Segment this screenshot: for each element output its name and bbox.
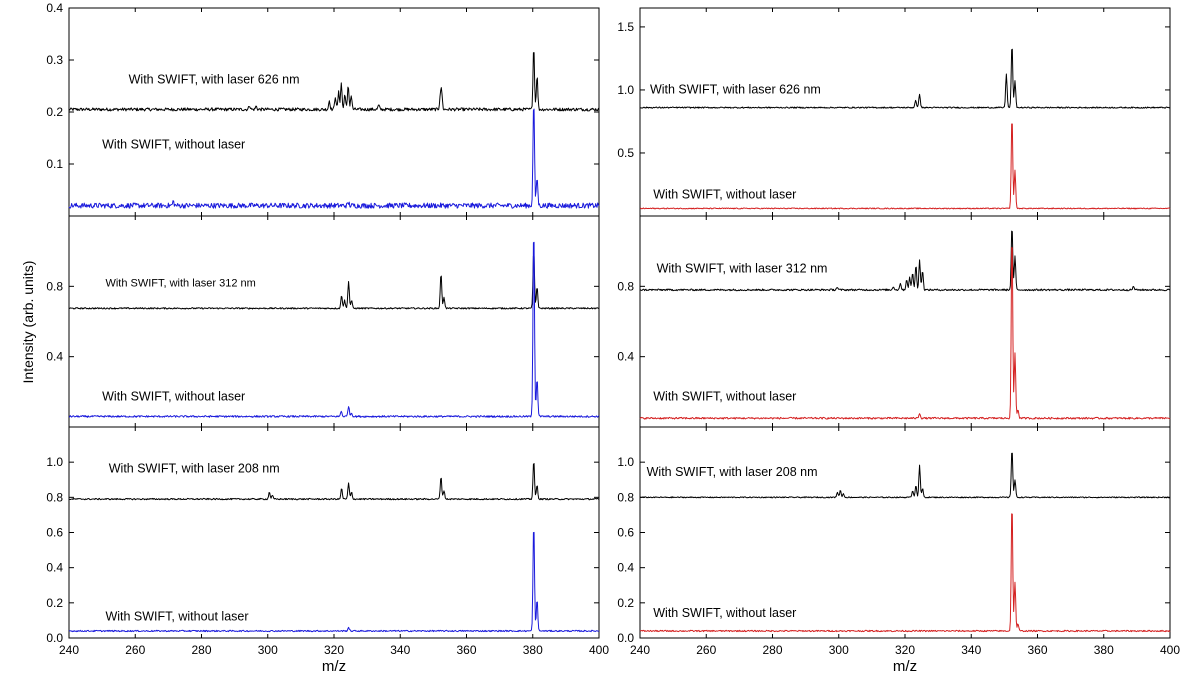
y-tick-label: 1.0: [617, 455, 634, 469]
x-tick-label: 380: [523, 643, 543, 657]
x-tick-label: 240: [59, 643, 79, 657]
x-tick-label: 340: [390, 643, 410, 657]
panel-R1: 0.5 1.0 1.5 With SWIFT, with laser 626 nm Wi…: [617, 7, 1171, 217]
panel-frame: [68, 426, 600, 639]
panel-L1: 0.1 0.2 0.3 0.4 With SWIFT, with laser 626 n…: [46, 1, 600, 217]
y-tick-label: 1.0: [46, 455, 63, 469]
series-annotation: With SWIFT, with laser 626 nm: [650, 83, 821, 97]
x-axis-title-left: m/z: [322, 658, 346, 675]
panel-L3: 0.0 0.2 0.4 0.6 0.8 1.0 With SWIFT, with laser…: [46, 426, 609, 657]
x-tick-label: 360: [456, 643, 476, 657]
spectrum-trace-without-laser: [68, 108, 600, 209]
y-tick-label: 0.8: [617, 279, 634, 293]
spectrum-trace-with-laser: [639, 230, 1171, 292]
x-tick-label: 280: [191, 643, 211, 657]
y-tick-label: 0.2: [617, 596, 634, 610]
y-tick-label: 0.4: [46, 1, 63, 15]
series-annotation: With SWIFT, with laser 312 nm: [657, 261, 828, 275]
panel-L2: 0.4 0.8 With SWIFT, with laser 312 nm With …: [46, 215, 600, 428]
series-annotation: With SWIFT, without laser: [653, 390, 796, 404]
y-tick-label: 0.3: [46, 53, 63, 67]
x-tick-label: 300: [829, 643, 849, 657]
y-tick-label: 0.4: [617, 561, 634, 575]
series-annotation: With SWIFT, without laser: [102, 137, 245, 151]
y-tick-label: 0.5: [617, 146, 634, 160]
x-axis-title-right: m/z: [893, 658, 917, 675]
series-annotation: With SWIFT, with laser 208 nm: [647, 465, 818, 479]
series-annotation: With SWIFT, without laser: [102, 390, 245, 404]
panel-R3: 0.0 0.2 0.4 0.6 0.8 1.0 With SWIFT, with laser…: [617, 426, 1180, 657]
spectrum-trace-without-laser: [639, 123, 1171, 210]
series-annotation: With SWIFT, without laser: [105, 609, 248, 623]
x-tick-label: 240: [630, 643, 650, 657]
y-tick-label: 0.2: [46, 105, 63, 119]
spectrum-trace-without-laser: [68, 531, 600, 633]
x-tick-label: 300: [258, 643, 278, 657]
y-tick-label: 1.5: [617, 20, 634, 34]
spectrum-trace-with-laser: [68, 52, 600, 112]
y-tick-label: 0.0: [617, 631, 634, 645]
y-tick-label: 0.6: [617, 526, 634, 540]
series-annotation: With SWIFT, with laser 208 nm: [109, 462, 280, 476]
spectrum-trace-with-laser: [68, 255, 600, 310]
spectrum-trace-with-laser: [639, 48, 1171, 109]
x-tick-label: 320: [895, 643, 915, 657]
y-tick-label: 0.4: [46, 561, 63, 575]
spectrum-trace-without-laser: [639, 513, 1171, 633]
panel-frame: [639, 7, 1171, 217]
series-annotation: With SWIFT, without laser: [653, 187, 796, 201]
series-annotation: With SWIFT, with laser 626 nm: [129, 72, 300, 86]
panel-frame: [68, 7, 600, 217]
spectrum-trace-with-laser: [639, 452, 1171, 499]
spectrum-trace-without-laser: [639, 247, 1171, 420]
y-tick-label: 0.6: [46, 526, 63, 540]
x-tick-label: 400: [589, 643, 609, 657]
x-tick-label: 260: [696, 643, 716, 657]
y-tick-label: 0.8: [46, 279, 63, 293]
x-tick-label: 380: [1094, 643, 1114, 657]
series-annotation: With SWIFT, with laser 312 nm: [105, 277, 255, 289]
y-tick-label: 0.4: [46, 350, 63, 364]
y-tick-label: 0.0: [46, 631, 63, 645]
panel-R2: 0.4 0.8 With SWIFT, with laser 312 nm With …: [617, 215, 1171, 428]
panels-layer: 0.1 0.2 0.3 0.4 With SWIFT, with laser 626 n…: [46, 1, 1180, 657]
y-tick-label: 0.2: [46, 596, 63, 610]
y-axis-title: Intensity (arb. units): [20, 261, 36, 384]
y-tick-label: 0.1: [46, 157, 63, 171]
y-tick-label: 0.4: [617, 350, 634, 364]
x-tick-label: 360: [1027, 643, 1047, 657]
y-tick-label: 0.8: [617, 490, 634, 504]
x-tick-label: 260: [125, 643, 145, 657]
spectrum-trace-with-laser: [68, 463, 600, 501]
spectrum-trace-without-laser: [68, 241, 600, 418]
x-tick-label: 340: [961, 643, 981, 657]
series-annotation: With SWIFT, without laser: [653, 606, 796, 620]
y-tick-label: 0.8: [46, 490, 63, 504]
x-tick-label: 400: [1160, 643, 1180, 657]
x-tick-label: 280: [762, 643, 782, 657]
x-tick-label: 320: [324, 643, 344, 657]
y-tick-label: 1.0: [617, 83, 634, 97]
